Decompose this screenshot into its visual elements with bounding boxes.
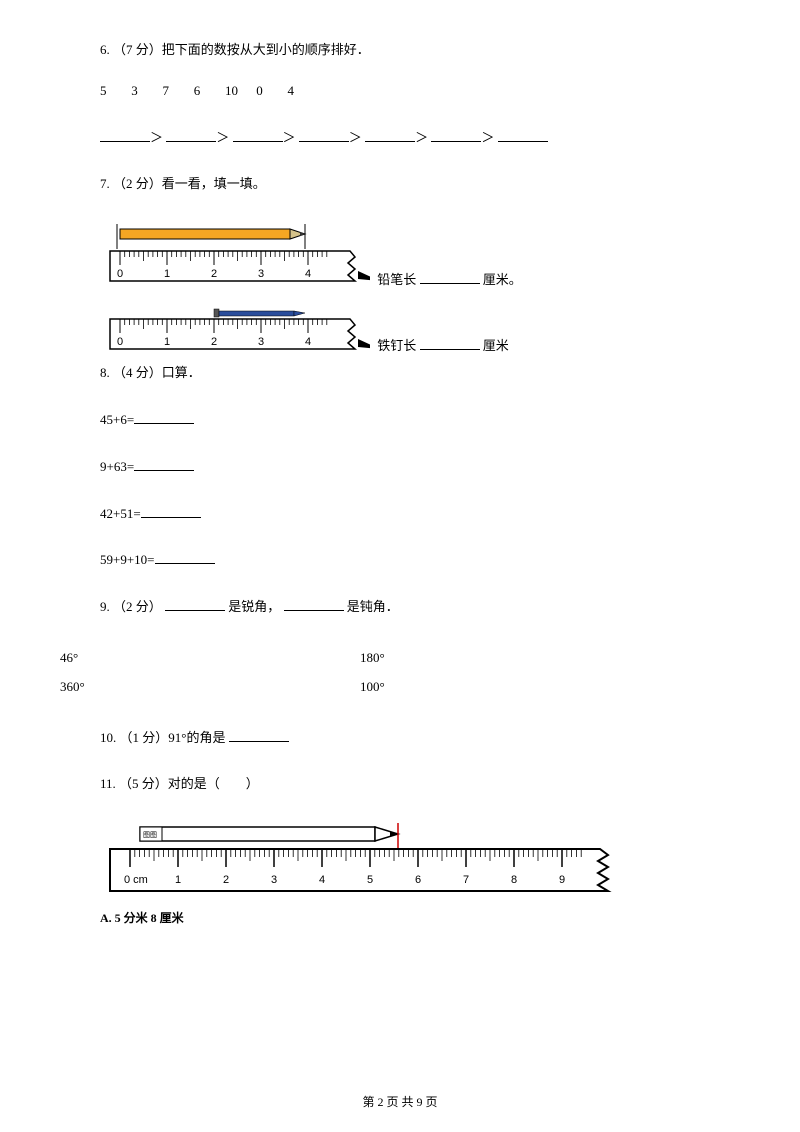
blank[interactable] (431, 128, 481, 142)
svg-text:3: 3 (258, 268, 264, 280)
svg-text:图图: 图图 (143, 831, 157, 839)
blank[interactable] (134, 457, 194, 471)
q8-item-3: 59+9+10= (100, 550, 740, 571)
q6-num: 0 (256, 81, 284, 102)
question-8: 8. （4 分）口算． (100, 363, 740, 384)
q7-nail-label: 铁钉长 厘米 (377, 336, 509, 357)
q9-mid1: 是锐角， (228, 599, 280, 614)
q8-expr: 59+9+10= (100, 552, 155, 567)
question-10: 10. （1 分）91°的角是 (100, 728, 740, 749)
q8-text: 8. （4 分）口算． (100, 363, 740, 384)
blank[interactable] (229, 728, 289, 742)
gt-sep: ＞ (216, 130, 229, 145)
q8-expr: 9+63= (100, 459, 134, 474)
question-9: 9. （2 分） 是锐角， 是钝角． (100, 597, 740, 618)
svg-text:2: 2 (211, 336, 217, 348)
question-6: 6. （7 分）把下面的数按从大到小的顺序排好． 5 3 7 6 10 0 4 … (100, 40, 740, 148)
q11-option-a: A. 5 分米 8 厘米 (100, 909, 740, 928)
svg-text:1: 1 (164, 268, 170, 280)
svg-text:3: 3 (271, 874, 277, 886)
blank[interactable] (165, 597, 225, 611)
q6-order-blanks: ＞ ＞ ＞ ＞ ＞ ＞ (100, 128, 740, 149)
question-7: 7. （2 分）看一看，填一填。 (100, 174, 740, 195)
gt-sep: ＞ (283, 130, 296, 145)
svg-text:4: 4 (305, 336, 311, 348)
blank[interactable] (166, 128, 216, 142)
q9-angle-grid: 46° 180° 360° 100° (60, 644, 740, 702)
gt-sep: ＞ (150, 130, 163, 145)
page-footer: 第 2 页 共 9 页 (0, 1093, 800, 1112)
svg-text:6: 6 (415, 874, 421, 886)
blank[interactable] (365, 128, 415, 142)
q11-ruler: 图图 0 cm 1 2 3 4 5 6 7 8 9 (100, 821, 740, 901)
svg-text:1: 1 (175, 874, 181, 886)
nail-ruler-svg: 0 1 2 3 4 (100, 297, 370, 357)
long-ruler-svg: 图图 0 cm 1 2 3 4 5 6 7 8 9 (100, 821, 620, 901)
q7-pencil-label: 铅笔长 厘米。 (377, 270, 522, 291)
blank[interactable] (100, 128, 150, 142)
blank[interactable] (284, 597, 344, 611)
blank[interactable] (233, 128, 283, 142)
q9-mid2: 是钝角． (347, 599, 399, 614)
label-pre: 铁钉长 (377, 338, 416, 353)
question-11: 11. （5 分）对的是（ ） (100, 774, 740, 795)
svg-text:0 cm: 0 cm (124, 874, 148, 886)
svg-text:8: 8 (511, 874, 517, 886)
q8-expr: 45+6= (100, 412, 134, 427)
blank[interactable] (498, 128, 548, 142)
q8-expr: 42+51= (100, 506, 141, 521)
q6-num: 4 (288, 81, 316, 102)
q11-text: 11. （5 分）对的是（ ） (100, 776, 259, 791)
svg-text:2: 2 (223, 874, 229, 886)
blank[interactable] (134, 410, 194, 424)
q6-num: 10 (225, 81, 253, 102)
q6-text: 6. （7 分）把下面的数按从大到小的顺序排好． (100, 40, 740, 61)
q6-num: 3 (131, 81, 159, 102)
svg-text:2: 2 (211, 268, 217, 280)
svg-text:4: 4 (319, 874, 325, 886)
svg-text:1: 1 (164, 336, 170, 348)
label-pre: 铅笔长 (377, 272, 416, 287)
gt-sep: ＞ (415, 130, 428, 145)
svg-text:5: 5 (367, 874, 373, 886)
q6-num: 5 (100, 81, 128, 102)
gt-sep: ＞ (481, 130, 494, 145)
q6-num: 7 (163, 81, 191, 102)
svg-text:4: 4 (305, 268, 311, 280)
q6-num: 6 (194, 81, 222, 102)
blank[interactable] (420, 270, 480, 284)
svg-text:9: 9 (559, 874, 565, 886)
angle-cell: 360° (60, 673, 360, 702)
q9-prefix: 9. （2 分） (100, 599, 162, 614)
q8-item-0: 45+6= (100, 410, 740, 431)
label-post: 厘米 (483, 338, 509, 353)
svg-text:0: 0 (117, 336, 123, 348)
angle-cell: 100° (360, 673, 660, 702)
angle-cell: 46° (60, 644, 360, 673)
tick-label: 0 (117, 268, 123, 280)
q7-ruler2: 0 1 2 3 4 铁钉长 厘米 (100, 297, 740, 357)
blank[interactable] (155, 550, 215, 564)
q8-item-1: 9+63= (100, 457, 740, 478)
label-post: 厘米。 (483, 272, 522, 287)
svg-text:3: 3 (258, 336, 264, 348)
blank[interactable] (420, 336, 480, 350)
gt-sep: ＞ (349, 130, 362, 145)
q10-text: 10. （1 分）91°的角是 (100, 730, 225, 745)
pencil-ruler-svg: 0 1 2 3 4 (100, 221, 370, 291)
blank[interactable] (141, 504, 201, 518)
q8-item-2: 42+51= (100, 504, 740, 525)
blank[interactable] (299, 128, 349, 142)
svg-text:7: 7 (463, 874, 469, 886)
angle-cell: 180° (360, 644, 660, 673)
q7-text: 7. （2 分）看一看，填一填。 (100, 174, 740, 195)
q6-numbers: 5 3 7 6 10 0 4 (100, 81, 740, 102)
q7-ruler1: 0 1 2 3 4 铅笔长 厘米。 (100, 221, 740, 291)
